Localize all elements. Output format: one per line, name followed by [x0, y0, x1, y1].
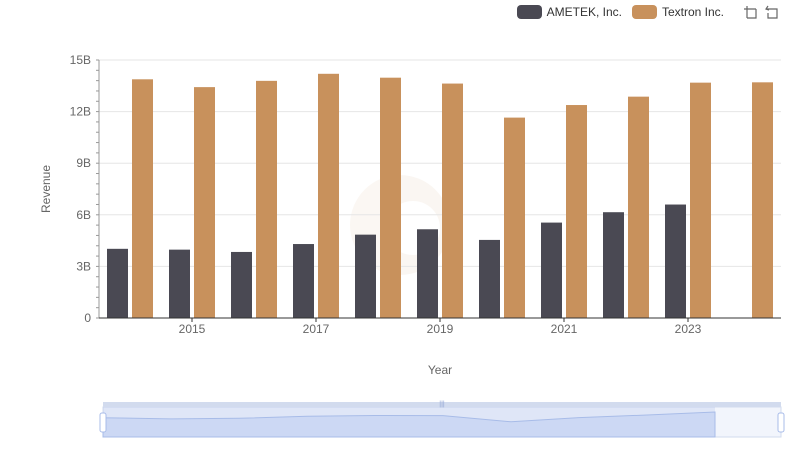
zoom-selected-window[interactable]	[103, 407, 715, 437]
bar-textron-2015[interactable]	[194, 87, 215, 319]
zoom-preview-area	[102, 411, 716, 438]
restore-icon[interactable]	[764, 4, 780, 20]
bar-ametek-2016[interactable]	[231, 251, 252, 318]
y-axis-label: Revenue	[39, 165, 53, 213]
legend-item-textron[interactable]: Textron Inc.	[631, 5, 724, 19]
y-tick-label: 12B	[70, 105, 91, 119]
zoom-icon[interactable]	[742, 4, 758, 20]
x-axis-label: Year	[428, 363, 452, 377]
bar-series	[107, 73, 773, 319]
bar-textron-2018[interactable]	[380, 77, 401, 318]
zoom-right-handle[interactable]	[777, 412, 785, 433]
zoom-left-handle[interactable]	[99, 412, 107, 433]
bar-textron-2023[interactable]	[690, 82, 711, 318]
bar-ametek-2015[interactable]	[169, 249, 190, 318]
bar-textron-2016[interactable]	[256, 80, 277, 318]
bar-ametek-2019[interactable]	[417, 229, 438, 318]
legend-label-ametek: AMETEK, Inc.	[546, 5, 622, 19]
zoom-handle-bar[interactable]	[103, 402, 781, 407]
legend-swatch-ametek	[516, 5, 542, 19]
bar-textron-2021[interactable]	[566, 105, 587, 318]
bar-ametek-2014[interactable]	[107, 248, 128, 318]
bar-textron-2019[interactable]	[442, 83, 463, 319]
data-zoom-slider[interactable]: |||	[99, 401, 785, 438]
bar-ametek-2021[interactable]	[541, 222, 562, 318]
bar-ametek-2017[interactable]	[293, 244, 314, 318]
toolbox	[736, 4, 780, 20]
axes: 0 3B 6B 9B 12B 15B 2015 2017 2019 2021 2023	[70, 53, 781, 336]
bar-textron-2024[interactable]	[752, 82, 773, 319]
bar-textron-2017[interactable]	[318, 73, 339, 318]
y-tick-label: 0	[84, 311, 91, 325]
bar-ametek-2018[interactable]	[355, 234, 376, 318]
x-tick-label: 2021	[551, 322, 578, 336]
bar-ametek-2020[interactable]	[479, 239, 500, 318]
bar-ametek-2022[interactable]	[603, 212, 624, 318]
x-tick-label: 2017	[303, 322, 330, 336]
y-tick-label: 3B	[76, 259, 91, 273]
legend-item-ametek[interactable]: AMETEK, Inc.	[516, 5, 622, 19]
y-tick-label: 15B	[70, 53, 91, 67]
x-tick-label: 2019	[427, 322, 454, 336]
bar-textron-2014[interactable]	[132, 79, 153, 318]
y-tick-label: 9B	[76, 156, 91, 170]
zoom-grip-icon[interactable]: |||	[439, 401, 445, 408]
legend-swatch-textron	[631, 5, 657, 19]
bar-textron-2020[interactable]	[504, 117, 525, 318]
legend: AMETEK, Inc. Textron Inc.	[516, 4, 780, 20]
bar-textron-2022[interactable]	[628, 96, 649, 318]
legend-label-textron: Textron Inc.	[661, 5, 724, 19]
x-tick-label: 2023	[675, 322, 702, 336]
x-tick-label: 2015	[179, 322, 206, 336]
bar-ametek-2023[interactable]	[665, 204, 686, 318]
y-tick-label: 6B	[76, 208, 91, 222]
